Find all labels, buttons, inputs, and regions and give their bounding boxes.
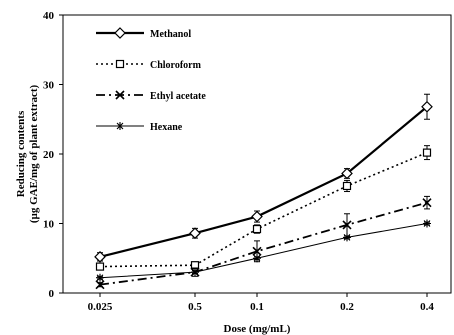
legend-label: Ethyl acetate — [150, 91, 206, 102]
x-tick-label: 0.5 — [188, 301, 202, 313]
legend-marker — [116, 122, 124, 130]
y-axis: 0 10 20 30 40 — [43, 10, 63, 300]
x-tick-label: 0.1 — [250, 301, 264, 313]
x-tick-label: 0.4 — [420, 301, 434, 313]
data-point — [94, 251, 106, 263]
y-tick-label: 20 — [43, 149, 55, 161]
legend-marker — [115, 59, 125, 69]
legend-entry: Chloroform — [96, 59, 202, 71]
data-point — [95, 262, 105, 271]
legend-marker — [115, 90, 125, 100]
x-tick-label: 0.025 — [88, 301, 113, 313]
legend-entry: Methanol — [96, 27, 191, 40]
y-axis-title: Reducing contents (µg GAE/mg of plant ex… — [15, 85, 40, 224]
data-point — [95, 280, 105, 290]
legend-label: Hexane — [150, 122, 183, 133]
series-hexane — [96, 219, 431, 282]
legend-label: Chloroform — [150, 60, 202, 71]
legend-label: Methanol — [150, 29, 191, 40]
y-axis-title-line-2: (µg GAE/mg of plant extract) — [28, 85, 40, 224]
legend: Methanol Chloroform Ethyl acetate Hexane — [96, 27, 206, 133]
data-point — [251, 210, 263, 223]
series-line — [99, 201, 428, 286]
x-axis: 0.025 0.5 0.1 0.2 0.4 — [88, 293, 434, 313]
data-point — [423, 219, 431, 228]
x-tick-label: 0.2 — [340, 301, 354, 313]
data-point — [342, 181, 352, 191]
y-axis-title-line-1: Reducing contents — [15, 110, 27, 197]
data-point — [422, 198, 432, 208]
data-point — [189, 227, 201, 240]
data-point — [253, 254, 261, 263]
data-point — [341, 167, 353, 180]
data-point — [191, 268, 199, 277]
data-point — [252, 224, 262, 234]
data-point — [252, 246, 262, 256]
y-tick-label: 40 — [43, 10, 55, 22]
legend-marker — [114, 27, 126, 39]
series-line — [99, 151, 428, 268]
series-layer — [94, 93, 433, 290]
series-line — [99, 223, 428, 279]
data-point — [422, 148, 432, 157]
legend-entry: Ethyl acetate — [96, 90, 206, 102]
x-axis-title: Dose (mg/mL) — [224, 323, 291, 335]
y-tick-label: 0 — [49, 288, 55, 300]
legend-entry: Hexane — [96, 122, 183, 133]
y-tick-label: 10 — [43, 219, 55, 231]
data-point — [421, 100, 433, 113]
series-methanol — [94, 93, 433, 263]
y-tick-label: 30 — [43, 80, 55, 92]
data-point — [343, 233, 351, 242]
data-point — [96, 273, 104, 282]
data-point — [342, 220, 352, 230]
series-chloroform — [95, 145, 432, 271]
